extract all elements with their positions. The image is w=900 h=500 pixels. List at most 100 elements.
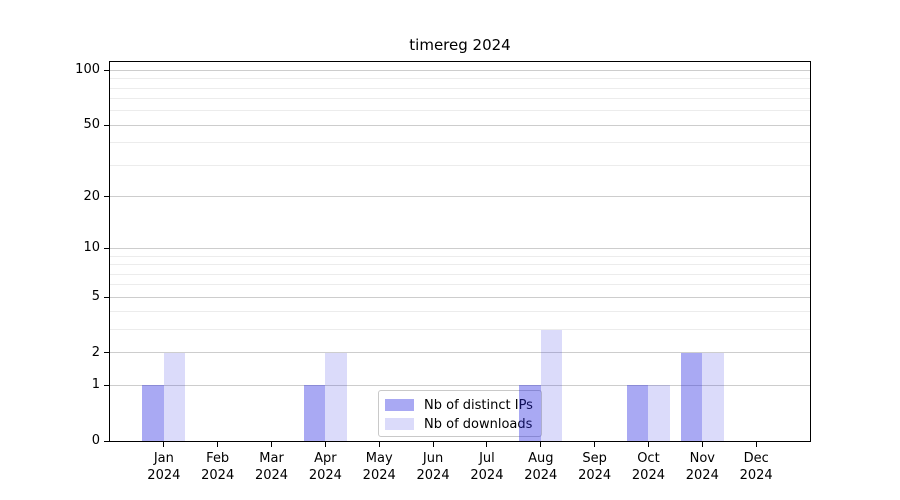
bar: [303, 385, 326, 441]
bar: [648, 385, 670, 441]
y-tick-label: 2: [91, 344, 100, 360]
y-tick-mark: [104, 247, 109, 249]
gridline-major: [110, 384, 810, 386]
x-tick-mark: [432, 442, 434, 447]
gridline-major: [110, 124, 810, 126]
legend-label: Nb of distinct IPs: [424, 397, 533, 413]
x-tick-label: Oct 2024: [616, 450, 680, 484]
bar: [702, 352, 724, 441]
x-tick-year: 2024: [739, 468, 773, 483]
gridline-minor: [110, 329, 810, 331]
gridline-minor: [110, 110, 810, 112]
x-tick-label: Apr 2024: [293, 450, 357, 484]
x-tick-month: Jan: [153, 451, 174, 466]
gridline-minor: [110, 273, 810, 275]
legend-swatch-icon: [385, 399, 414, 411]
y-tick-label: 0: [91, 433, 100, 448]
bars-layer: [110, 62, 810, 441]
gridline-major: [110, 196, 810, 198]
x-tick-label: May 2024: [347, 450, 411, 484]
y-tick-label: 1: [91, 377, 100, 393]
x-tick-month: Mar: [259, 451, 284, 466]
x-tick-month: Oct: [637, 451, 660, 466]
x-tick-month: Sep: [582, 451, 607, 466]
bar: [680, 352, 703, 441]
x-tick-mark: [378, 442, 380, 447]
y-tick-mark: [104, 69, 109, 71]
x-tick-year: 2024: [254, 468, 289, 483]
gridline-major: [110, 352, 810, 354]
x-tick-year: 2024: [524, 468, 558, 483]
x-tick-label: Feb 2024: [186, 450, 250, 484]
x-tick-mark: [324, 442, 326, 447]
x-tick-month: Jul: [479, 451, 495, 466]
gridline-major: [110, 247, 810, 249]
x-tick-label: Aug 2024: [509, 450, 573, 484]
gridline-minor: [110, 284, 810, 286]
legend-label: Nb of downloads: [424, 416, 533, 432]
x-tick-mark: [486, 442, 488, 447]
x-tick-month: Apr: [314, 451, 337, 466]
bar: [142, 385, 164, 441]
y-tick-mark: [104, 352, 109, 354]
y-tick-label: 10: [83, 240, 100, 256]
gridline-minor: [110, 98, 810, 100]
x-tick-label: Jun 2024: [401, 450, 465, 484]
x-tick-mark: [701, 442, 703, 447]
legend: Nb of distinct IPs Nb of downloads: [378, 389, 542, 437]
x-tick-month: Nov: [689, 451, 715, 466]
y-tick-mark: [104, 296, 109, 298]
chart-title: timereg 2024: [409, 36, 511, 54]
x-tick-month: Aug: [528, 451, 554, 466]
legend-swatch-icon: [385, 418, 414, 430]
gridline-major: [110, 296, 810, 298]
x-tick-label: Sep 2024: [563, 450, 627, 484]
bar: [540, 329, 563, 441]
x-tick-label: Dec 2024: [724, 450, 788, 484]
x-tick-year: 2024: [362, 468, 396, 483]
bar: [519, 385, 541, 441]
x-tick-label: Mar 2024: [240, 450, 304, 484]
x-tick-month: May: [365, 451, 393, 466]
plot-area: Nb of distinct IPs Nb of downloads: [109, 61, 811, 442]
x-tick-year: 2024: [578, 468, 612, 483]
bar: [325, 352, 347, 441]
y-tick-mark: [104, 124, 109, 126]
x-tick-mark: [163, 442, 165, 447]
x-tick-mark: [594, 442, 596, 447]
x-tick-year: 2024: [147, 468, 181, 483]
y-tick-mark: [104, 440, 109, 442]
gridlines-layer: [110, 62, 810, 441]
gridline-minor: [110, 142, 810, 144]
x-tick-label: Jul 2024: [455, 450, 519, 484]
legend-row: Nb of distinct IPs: [385, 396, 533, 415]
y-tick-mark: [104, 384, 109, 386]
x-tick-year: 2024: [685, 468, 719, 483]
y-tick-label: 100: [75, 62, 100, 78]
x-tick-mark: [755, 442, 757, 447]
y-tick-label: 50: [83, 117, 100, 133]
y-tick-label: 20: [83, 188, 100, 204]
x-tick-year: 2024: [201, 468, 235, 483]
x-tick-mark: [647, 442, 649, 447]
gridline-minor: [110, 164, 810, 166]
x-tick-label: Nov 2024: [670, 450, 734, 484]
x-tick-mark: [217, 442, 219, 447]
gridline-major: [110, 69, 810, 71]
y-tick-label: 5: [91, 289, 100, 305]
x-tick-month: Feb: [206, 451, 230, 466]
gridline-minor: [110, 87, 810, 89]
gridline-minor: [110, 78, 810, 80]
x-tick-year: 2024: [631, 468, 665, 483]
gridline-minor: [110, 311, 810, 313]
x-tick-year: 2024: [416, 468, 450, 483]
gridline-minor: [110, 255, 810, 257]
x-tick-label: Jan 2024: [132, 450, 196, 484]
legend-row: Nb of downloads: [385, 415, 533, 434]
x-tick-mark: [271, 442, 273, 447]
y-tick-mark: [104, 196, 109, 198]
bar: [163, 352, 186, 441]
bar: [626, 385, 649, 441]
x-tick-year: 2024: [470, 468, 504, 483]
